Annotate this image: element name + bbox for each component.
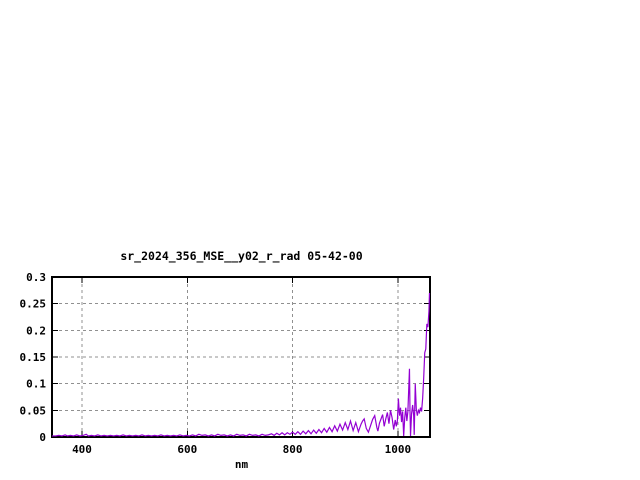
x-axis-label: nm bbox=[234, 458, 249, 471]
y-tick-label: 0 bbox=[39, 431, 46, 444]
x-tick-label: 1000 bbox=[385, 443, 412, 456]
chart-title: sr_2024_356_MSE__y02_r_rad 05-42-00 bbox=[120, 249, 363, 263]
y-tick-label: 0.05 bbox=[20, 404, 47, 417]
y-tick-label: 0.1 bbox=[26, 378, 46, 391]
y-tick-label: 0.15 bbox=[20, 351, 47, 364]
y-tick-label: 0.25 bbox=[20, 298, 47, 311]
x-tick-label: 400 bbox=[72, 443, 92, 456]
x-tick-label: 800 bbox=[283, 443, 303, 456]
y-tick-label: 0.2 bbox=[26, 324, 46, 337]
x-tick-label: 600 bbox=[177, 443, 197, 456]
spectrum-line bbox=[52, 292, 431, 437]
y-tick-label: 0.3 bbox=[26, 271, 46, 284]
